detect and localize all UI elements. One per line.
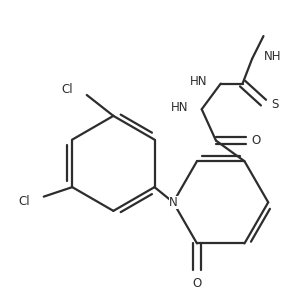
Text: NH: NH — [263, 50, 281, 62]
Text: N: N — [169, 196, 178, 209]
Text: Cl: Cl — [62, 83, 74, 96]
Text: HN: HN — [190, 75, 207, 88]
Text: O: O — [251, 134, 260, 147]
Text: O: O — [192, 277, 202, 288]
Text: Cl: Cl — [19, 195, 31, 208]
Text: HN: HN — [171, 101, 188, 114]
Text: S: S — [271, 98, 278, 111]
